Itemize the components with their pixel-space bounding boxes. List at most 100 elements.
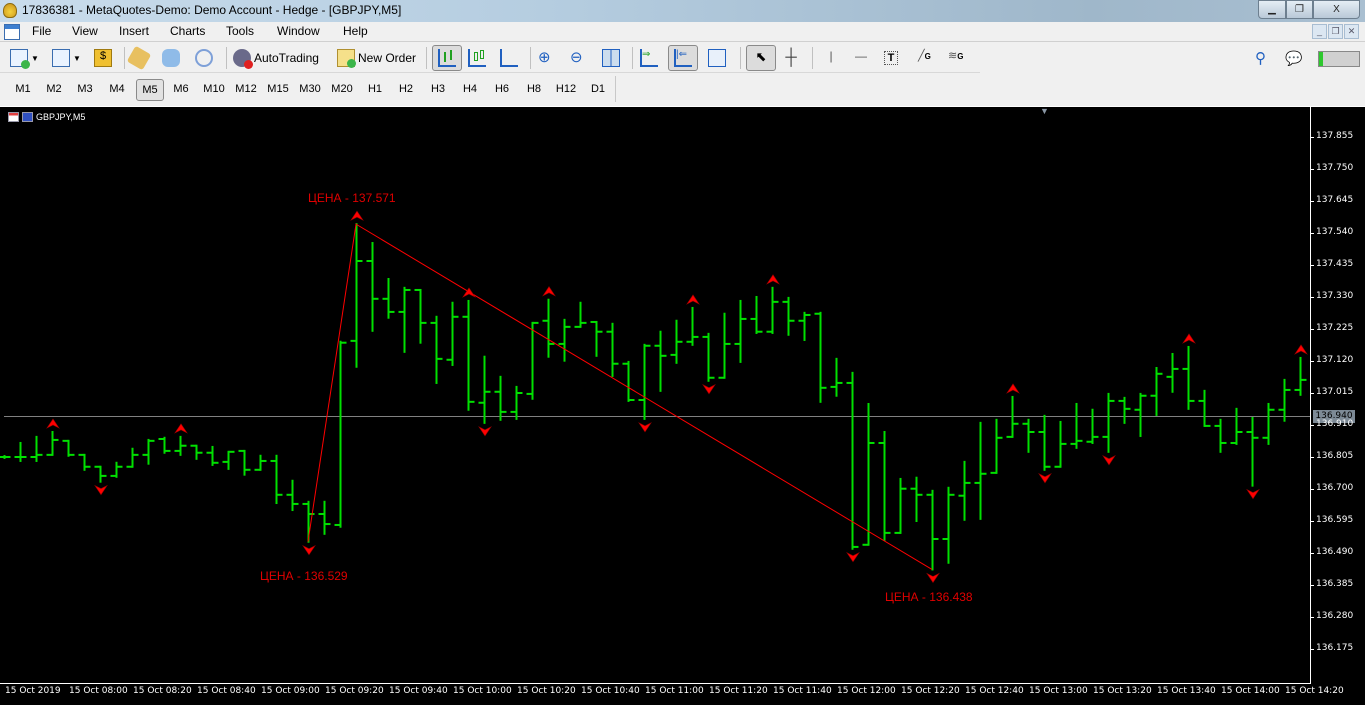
timeframe-m30[interactable]: M30 <box>299 83 321 95</box>
current-price-label: 136.940 <box>1313 410 1355 423</box>
trendline-button[interactable]: ╱G <box>918 45 936 71</box>
time-tick-label: 15 Oct 12:00 <box>837 686 896 696</box>
timeframe-h6[interactable]: H6 <box>494 83 510 95</box>
ohlc-bar <box>158 436 171 454</box>
fan-button[interactable]: ≋G <box>948 45 966 71</box>
chat-icon[interactable]: 💬 <box>1285 50 1303 66</box>
ohlc-bar <box>1230 407 1243 445</box>
menu-tools[interactable]: Tools <box>226 24 255 38</box>
price-tick-label: 136.700 <box>1316 482 1354 493</box>
price-tick-label: 136.910 <box>1316 418 1354 429</box>
timeframe-h12[interactable]: H12 <box>555 83 577 95</box>
ohlc-bar <box>206 445 219 466</box>
dropdown-arrow-icon: ▼ <box>31 53 39 63</box>
mdi-close-button[interactable]: ✕ <box>1344 24 1359 39</box>
tile-windows-button[interactable] <box>602 45 620 71</box>
mdi-minimize-button[interactable]: _ <box>1312 24 1327 39</box>
chart-symbol-label: GBPJPY,M5 <box>8 112 85 122</box>
zigzag-low-marker-icon <box>302 544 316 556</box>
mdi-restore-button[interactable]: ❐ <box>1328 24 1343 39</box>
line-chart-button[interactable] <box>500 45 518 71</box>
timeframe-h2[interactable]: H2 <box>398 83 414 95</box>
menu-view[interactable]: View <box>72 24 98 38</box>
timeframe-d1[interactable]: D1 <box>590 83 606 95</box>
horizontal-line-button[interactable]: — <box>852 45 870 71</box>
timeframe-h4[interactable]: H4 <box>462 83 478 95</box>
new-order-button[interactable]: New Order <box>337 45 416 71</box>
zoom-out-button[interactable]: ⊖ <box>570 45 588 71</box>
price-tick-label: 137.435 <box>1316 258 1354 269</box>
cursor-button[interactable]: ⬉ <box>746 45 776 71</box>
candlestick-chart-button[interactable] <box>468 45 486 71</box>
zoom-out-icon: ⊖ <box>570 49 583 66</box>
ohlc-bar <box>1198 389 1211 427</box>
ohlc-bar <box>926 489 939 571</box>
ohlc-bar <box>750 295 763 334</box>
autotrading-label: AutoTrading <box>254 51 319 65</box>
signals-button[interactable] <box>195 45 213 71</box>
crosshair-button[interactable]: ┼ <box>782 45 800 71</box>
timeframe-m20[interactable]: M20 <box>331 83 353 95</box>
ohlc-bar <box>766 286 779 334</box>
search-icon[interactable]: ⚲ <box>1255 50 1266 67</box>
ohlc-bar <box>238 449 251 476</box>
menu-file[interactable]: File <box>32 24 52 38</box>
navigator-button[interactable] <box>126 45 152 71</box>
zoom-in-button[interactable]: ⊕ <box>538 45 556 71</box>
templates-button[interactable] <box>708 45 726 71</box>
zigzag-high-marker-icon <box>1182 333 1196 344</box>
chart-shift-button[interactable]: |⇐ <box>668 45 698 71</box>
autotrading-button[interactable]: AutoTrading <box>233 45 319 71</box>
time-tick-label: 15 Oct 08:20 <box>133 686 192 696</box>
timeframe-m4[interactable]: M4 <box>109 83 125 95</box>
toolbar: ▼ ▼ $ AutoTrading New Order ⊕ ⊖ ⇒ |⇐ ⬉ ┼… <box>0 43 980 73</box>
autotrading-icon <box>233 49 253 69</box>
time-tick-label: 15 Oct 11:40 <box>773 686 832 696</box>
timeframe-h1[interactable]: H1 <box>367 83 383 95</box>
timeframe-m2[interactable]: M2 <box>46 83 62 95</box>
cloud-button[interactable] <box>162 45 180 71</box>
candlestick-icon <box>468 49 486 67</box>
dropdown-arrow-icon: ▼ <box>73 53 81 63</box>
menu-help[interactable]: Help <box>343 24 368 38</box>
autoscroll-button[interactable]: ⇒ <box>640 45 658 71</box>
ohlc-bar <box>990 418 1003 474</box>
chart-shift-marker-icon[interactable]: ▼ <box>1040 106 1049 116</box>
timeframe-m15[interactable]: M15 <box>267 83 289 95</box>
timeframe-m3[interactable]: M3 <box>77 83 93 95</box>
trendline-icon: ╱G <box>918 50 931 62</box>
price-axis <box>1310 106 1365 684</box>
menu-insert[interactable]: Insert <box>119 24 150 38</box>
price-chart[interactable] <box>0 108 1310 683</box>
restore-button[interactable]: ❐ <box>1286 0 1313 19</box>
bar-chart-button[interactable] <box>432 45 462 71</box>
close-button[interactable]: X <box>1313 0 1360 19</box>
ohlc-bar <box>798 311 811 341</box>
menu-window[interactable]: Window <box>277 24 320 38</box>
time-tick-label: 15 Oct 12:40 <box>965 686 1024 696</box>
ohlc-bar <box>670 319 683 364</box>
price-tick-label: 137.540 <box>1316 226 1354 237</box>
timeframe-m10[interactable]: M10 <box>203 83 225 95</box>
text-button[interactable]: T <box>884 45 898 71</box>
ohlc-bar <box>606 322 619 377</box>
timeframe-m1[interactable]: M1 <box>15 83 31 95</box>
price-tick-label: 136.175 <box>1316 642 1354 653</box>
chart-window-icon <box>4 24 20 40</box>
timeframe-m5[interactable]: M5 <box>136 79 164 101</box>
new-chart-button[interactable]: ▼ <box>10 45 39 71</box>
zigzag-label-high: ЦЕНА - 137.571 <box>308 191 396 205</box>
profiles-icon <box>52 49 70 67</box>
vertical-line-icon: | <box>829 49 833 63</box>
timeframe-m12[interactable]: M12 <box>235 83 257 95</box>
vertical-line-button[interactable]: | <box>822 45 840 71</box>
profiles-button[interactable]: ▼ <box>52 45 81 71</box>
market-watch-button[interactable]: $ <box>94 45 112 71</box>
ohlc-bar <box>94 465 107 483</box>
timeframe-h3[interactable]: H3 <box>430 83 446 95</box>
minimize-button[interactable]: ▁ <box>1258 0 1286 19</box>
menu-charts[interactable]: Charts <box>170 24 206 38</box>
timeframe-h8[interactable]: H8 <box>526 83 542 95</box>
ohlc-bar <box>1246 416 1259 487</box>
timeframe-m6[interactable]: M6 <box>173 83 189 95</box>
